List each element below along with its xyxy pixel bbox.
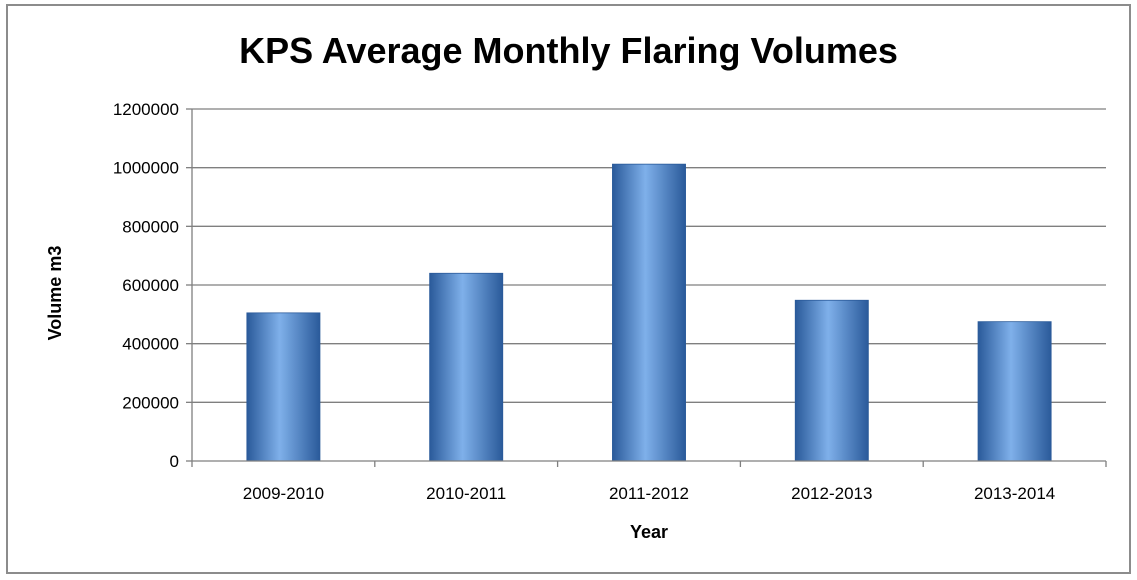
bar-2010-2011 bbox=[429, 272, 504, 462]
bar-2009-2010 bbox=[246, 312, 321, 462]
y-tick-label: 800000 bbox=[122, 217, 179, 236]
bar-2011-2012 bbox=[612, 163, 686, 462]
x-axis-title: Year bbox=[630, 522, 668, 542]
x-tick-label: 2013-2014 bbox=[974, 484, 1055, 503]
bar-2013-2014 bbox=[977, 321, 1052, 462]
y-tick-label: 600000 bbox=[122, 276, 179, 295]
bars bbox=[246, 163, 1052, 462]
chart-title: KPS Average Monthly Flaring Volumes bbox=[239, 30, 898, 71]
bar-2012-2013 bbox=[794, 299, 869, 462]
y-tick-label: 400000 bbox=[122, 335, 179, 354]
x-tick-label: 2012-2013 bbox=[791, 484, 872, 503]
y-tick-label: 200000 bbox=[122, 393, 179, 412]
x-tick-label: 2010-2011 bbox=[426, 484, 506, 503]
chart-frame bbox=[6, 4, 1131, 574]
y-tick-label: 1200000 bbox=[113, 100, 179, 119]
x-tick-label: 2011-2012 bbox=[609, 484, 689, 503]
y-axis-title: Volume m3 bbox=[45, 246, 65, 341]
y-tick-label: 0 bbox=[170, 452, 179, 471]
axes bbox=[186, 108, 1107, 467]
x-tick-label: 2009-2010 bbox=[243, 484, 324, 503]
y-tick-label: 1000000 bbox=[113, 159, 179, 178]
tick-labels: 0 200000 400000 600000 800000 1000000 1200000 2… bbox=[113, 100, 1055, 503]
